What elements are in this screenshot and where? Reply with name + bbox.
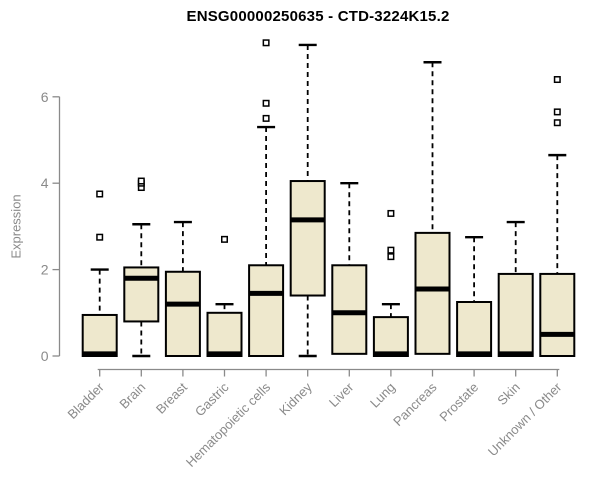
- iqr-box: [497, 272, 534, 358]
- x-tick-label: Skin: [494, 380, 522, 408]
- outlier-point: [387, 253, 395, 261]
- box-group-gastric: [206, 235, 243, 357]
- iqr-box: [248, 264, 285, 357]
- outlier-point: [387, 246, 395, 254]
- x-tick-label: Liver: [326, 379, 357, 410]
- outlier-point: [137, 177, 145, 185]
- iqr-box: [81, 313, 118, 357]
- box-group-hematopoietic-cells: [248, 39, 285, 357]
- outlier-point: [262, 99, 270, 107]
- box-group-brain: [123, 177, 160, 358]
- iqr-box: [164, 270, 201, 358]
- y-tick-label: 6: [41, 89, 49, 105]
- x-tick-label: Bladder: [65, 379, 108, 422]
- x-tick-label: Unknown / Other: [485, 379, 565, 459]
- y-tick-label: 4: [41, 175, 49, 191]
- box-group-lung: [372, 209, 409, 357]
- outlier-point: [553, 76, 561, 84]
- x-tick-label: Prostate: [436, 380, 481, 425]
- box-group-bladder: [81, 190, 118, 357]
- x-tick-label: Lung: [367, 380, 398, 411]
- x-tick-label: Brain: [116, 380, 148, 412]
- iqr-box: [289, 180, 326, 297]
- chart-title: ENSG00000250635 - CTD-3224K15.2: [186, 8, 450, 25]
- box-group-kidney: [289, 43, 326, 358]
- x-tick-label: Gastric: [192, 379, 232, 419]
- box-group-liver: [331, 181, 368, 355]
- iqr-box: [123, 266, 160, 323]
- outlier-point: [262, 114, 270, 122]
- outlier-point: [96, 233, 104, 241]
- iqr-box: [372, 316, 409, 357]
- box-group-prostate: [456, 235, 493, 357]
- y-axis-label: Expression: [8, 194, 24, 259]
- x-tick-label: Pancreas: [390, 379, 440, 429]
- x-tick-label: Breast: [153, 379, 190, 416]
- y-tick-label: 2: [41, 262, 49, 278]
- y-tick-label: 0: [41, 348, 49, 364]
- box-group-pancreas: [414, 61, 451, 355]
- box-group-breast: [164, 220, 201, 358]
- outlier-point: [221, 235, 228, 243]
- iqr-box: [331, 264, 368, 355]
- iqr-box: [414, 231, 451, 355]
- iqr-box: [206, 311, 243, 357]
- outlier-point: [96, 190, 104, 198]
- iqr-box: [456, 301, 493, 357]
- x-tick-label: Kidney: [276, 379, 315, 418]
- iqr-box: [539, 272, 576, 358]
- outlier-point: [262, 39, 270, 47]
- outlier-point: [553, 119, 561, 127]
- box-group-unknown-other: [539, 76, 576, 358]
- box-group-skin: [497, 220, 534, 358]
- outlier-point: [387, 209, 395, 217]
- outlier-point: [553, 108, 561, 116]
